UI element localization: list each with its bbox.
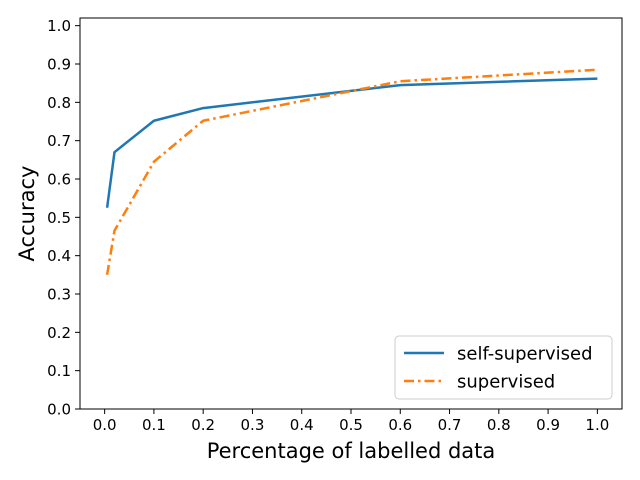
legend-label: supervised	[457, 372, 555, 393]
series-line-self-supervised	[105, 77, 598, 208]
y-tick-label: 0.2	[47, 324, 71, 342]
y-axis: 0.0 0.1 0.2 0.3 0.4 0.5 0.6 0.7 0.8 0.9 1.0	[47, 17, 80, 419]
y-tick-label: 0.1	[47, 362, 71, 380]
x-axis-label: Percentage of labelled data	[207, 439, 496, 463]
legend: self-supervised supervised	[394, 335, 613, 400]
x-tick-label: 0.7	[438, 416, 462, 434]
legend-box	[394, 335, 613, 400]
x-tick-label: 0.8	[487, 416, 511, 434]
x-tick-label: 0.3	[241, 416, 265, 434]
x-tick-label: 0.4	[290, 416, 314, 434]
y-tick-label: 0.9	[47, 56, 71, 74]
x-tick-label: 0.6	[388, 416, 412, 434]
x-tick-label: 0.1	[142, 416, 166, 434]
y-axis-label: Accuracy	[15, 166, 39, 262]
y-tick-label: 0.8	[47, 94, 71, 112]
y-tick-label: 0.3	[47, 286, 71, 304]
y-tick-label: 0.4	[47, 247, 71, 265]
x-tick-label: 0.2	[191, 416, 215, 434]
legend-label: self-supervised	[457, 344, 593, 365]
x-tick-label: 0.0	[93, 416, 117, 434]
y-tick-label: 0.7	[47, 132, 71, 150]
x-axis: 0.0 0.1 0.2 0.3 0.4 0.5 0.6 0.7 0.8 0.9 1.0	[93, 409, 609, 434]
y-tick-label: 0.6	[47, 171, 71, 189]
x-tick-label: 0.5	[339, 416, 363, 434]
y-tick-label: 0.0	[47, 401, 71, 419]
x-tick-label: 1.0	[585, 416, 609, 434]
x-tick-label: 0.9	[536, 416, 560, 434]
y-tick-label: 1.0	[47, 17, 71, 35]
y-tick-label: 0.5	[47, 209, 71, 227]
series-layer	[105, 68, 598, 276]
